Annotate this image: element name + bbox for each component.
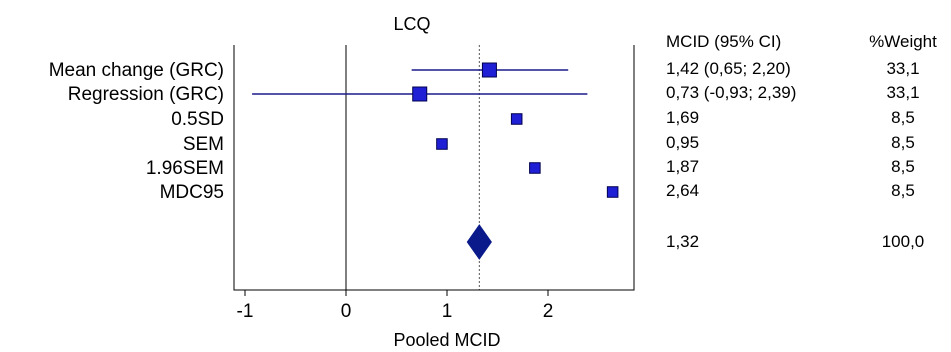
reference-lines	[345, 45, 480, 290]
study-label: SEM	[183, 134, 224, 155]
study-marker	[529, 162, 541, 174]
study-labels: Mean change (GRC) Regression (GRC) 0.5SD SE…	[49, 60, 224, 203]
chart-title: LCQ	[393, 14, 430, 34]
x-tick-label: 2	[543, 301, 554, 322]
study-marker	[510, 113, 523, 125]
weight-cell: 8,5	[891, 157, 915, 176]
weight-cell: 33,1	[886, 83, 919, 102]
pooled-weight-cell: 100,0	[882, 232, 925, 251]
study-marker	[606, 186, 619, 198]
pooled-diamond	[466, 224, 492, 260]
estimate-cell: 0,73 (-0,93; 2,39)	[666, 83, 796, 102]
weight-cell: 8,5	[891, 181, 915, 200]
study-marker	[436, 138, 448, 150]
study-label: 1.96SEM	[146, 158, 224, 179]
study-markers	[412, 62, 619, 198]
study-label: 0.5SD	[171, 109, 224, 130]
x-tick-label: -1	[237, 301, 254, 322]
study-marker	[412, 86, 428, 102]
x-axis-label: Pooled MCID	[393, 330, 500, 350]
results-table: 1,42 (0,65; 2,20) 33,1 0,73 (-0,93; 2,39) 3…	[666, 59, 924, 251]
estimate-cell: 2,64	[666, 181, 699, 200]
estimate-cell: 1,87	[666, 157, 699, 176]
plot-axes	[233, 45, 635, 291]
pooled-estimate-cell: 1,32	[666, 232, 699, 251]
pooled-estimate	[466, 224, 492, 260]
weight-column-header: %Weight	[869, 32, 937, 51]
weight-cell: 33,1	[886, 59, 919, 78]
estimate-cell: 0,95	[666, 133, 699, 152]
study-label: MDC95	[160, 182, 224, 203]
study-label: Regression (GRC)	[68, 84, 224, 105]
plot-frame	[233, 45, 635, 291]
study-label: Mean change (GRC)	[49, 60, 224, 81]
x-tick-label: 0	[341, 301, 352, 322]
x-axis-ticks: -1 0 1 2	[237, 290, 554, 322]
x-tick-label: 1	[442, 301, 453, 322]
estimate-column-header: MCID (95% CI)	[666, 32, 781, 51]
weight-cell: 8,5	[891, 133, 915, 152]
study-marker	[481, 62, 497, 78]
estimate-cell: 1,69	[666, 108, 699, 127]
weight-cell: 8,5	[891, 108, 915, 127]
estimate-cell: 1,42 (0,65; 2,20)	[666, 59, 791, 78]
